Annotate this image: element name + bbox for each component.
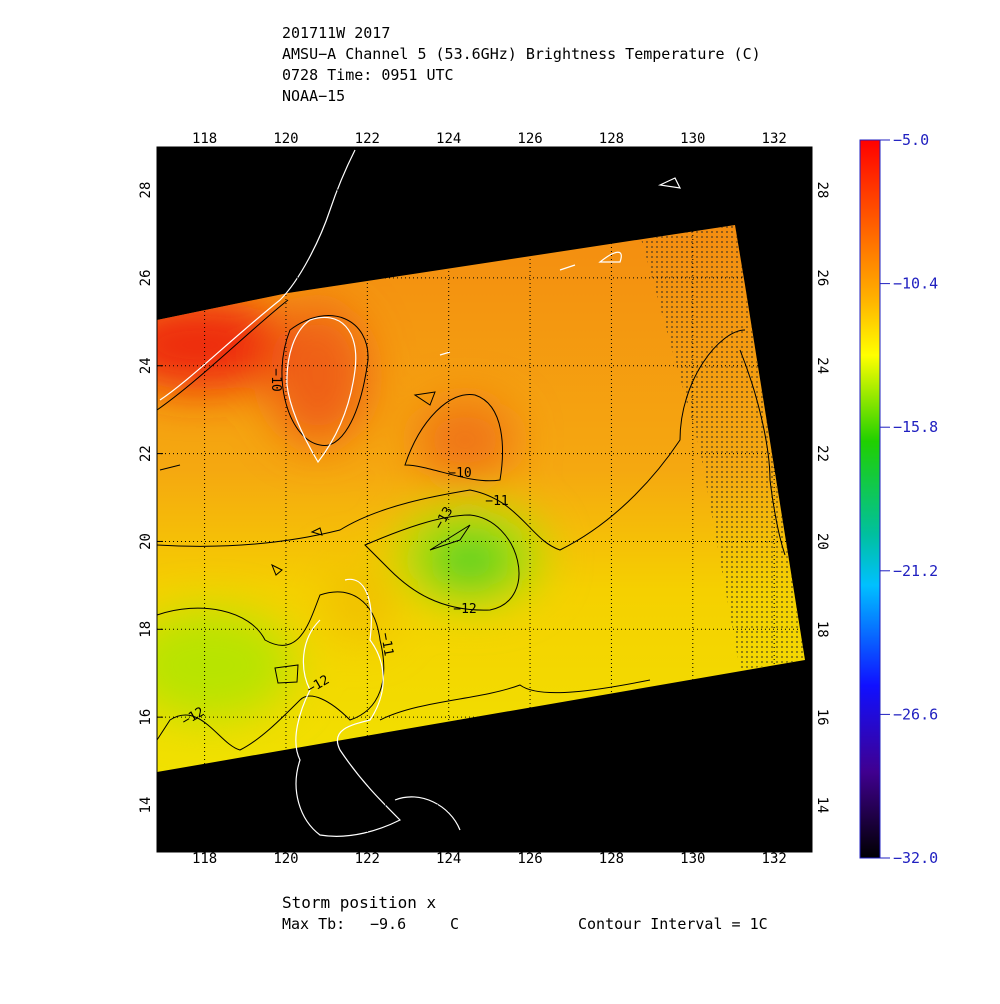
lon-tick-label: 122 xyxy=(355,131,380,147)
lat-tick-label: 18 xyxy=(814,621,830,638)
graticule xyxy=(157,147,812,852)
contour-label: −10 xyxy=(448,466,471,481)
lon-tick-label: 132 xyxy=(762,131,787,147)
contour-label: −11 xyxy=(377,632,396,658)
colorbar: −5.0 −10.4 −15.8 −21.2 −26.6 −32.0 xyxy=(859,131,938,867)
map: −10 −10 −11 −13 −12 −11 −12 −12 xyxy=(156,146,813,853)
header-line: 0728 Time: 0951 UTC xyxy=(282,66,454,84)
lat-tick-label: 22 xyxy=(814,445,830,462)
max-tb-unit: C xyxy=(450,915,459,933)
lat-tick-label: 28 xyxy=(814,182,830,199)
max-tb-value: −9.6 xyxy=(370,915,406,933)
storm-position: Storm position x xyxy=(282,893,436,912)
lon-tick-label: 128 xyxy=(599,851,624,867)
lon-tick-label: 128 xyxy=(599,131,624,147)
lat-tick-label: 22 xyxy=(138,445,154,462)
lon-tick-label: 124 xyxy=(436,131,461,147)
lat-tick-label: 14 xyxy=(814,797,830,814)
lat-tick-label: 20 xyxy=(814,533,830,550)
lon-tick-label: 120 xyxy=(273,851,298,867)
lon-tick-label: 120 xyxy=(273,131,298,147)
contours xyxy=(156,299,786,751)
lon-tick-label: 130 xyxy=(680,131,705,147)
colorbar-tick-label: −26.6 xyxy=(893,705,938,723)
contour-label: −10 xyxy=(268,368,283,391)
lon-tick-label: 126 xyxy=(517,131,542,147)
lat-tick-label: 26 xyxy=(814,269,830,286)
lat-tick-label: 18 xyxy=(138,621,154,638)
contour-label: −11 xyxy=(485,494,508,509)
lon-tick-label: 124 xyxy=(436,851,461,867)
max-tb-label: Max Tb: xyxy=(282,915,345,933)
colorbar-tick-label: −32.0 xyxy=(893,849,938,867)
colorbar-tick-label: −21.2 xyxy=(893,562,938,580)
lat-tick-label: 26 xyxy=(138,269,154,286)
lon-tick-label: 132 xyxy=(762,851,787,867)
header-line: NOAA−15 xyxy=(282,87,345,105)
header: 201711W 2017 AMSU−A Channel 5 (53.6GHz) … xyxy=(282,24,761,105)
lat-tick-label: 24 xyxy=(814,357,830,374)
lon-tick-label: 118 xyxy=(192,851,217,867)
colorbar-tick-label: −10.4 xyxy=(893,275,938,293)
coastlines xyxy=(159,149,682,837)
contour-interval: Contour Interval = 1C xyxy=(578,915,768,933)
lon-tick-label: 118 xyxy=(192,131,217,147)
lat-tick-label: 28 xyxy=(138,182,154,199)
lat-tick-label: 24 xyxy=(138,357,154,374)
lon-tick-label: 122 xyxy=(355,851,380,867)
lat-tick-label: 16 xyxy=(138,709,154,726)
colorbar-tick-label: −15.8 xyxy=(893,418,938,436)
lon-tick-label: 130 xyxy=(680,851,705,867)
header-line: 201711W 2017 xyxy=(282,24,390,42)
lat-tick-label: 16 xyxy=(814,709,830,726)
footer: Storm position x Max Tb: −9.6 C Contour … xyxy=(282,893,768,933)
lat-tick-label: 20 xyxy=(138,533,154,550)
colorbar-scale xyxy=(859,139,881,859)
header-line: AMSU−A Channel 5 (53.6GHz) Brightness Te… xyxy=(282,45,761,63)
contour-label: −12 xyxy=(453,602,476,617)
lat-tick-label: 14 xyxy=(138,797,154,814)
colorbar-tick-label: −5.0 xyxy=(893,131,929,149)
lon-tick-label: 126 xyxy=(517,851,542,867)
brightness-field xyxy=(157,225,805,772)
map-frame xyxy=(156,146,813,853)
